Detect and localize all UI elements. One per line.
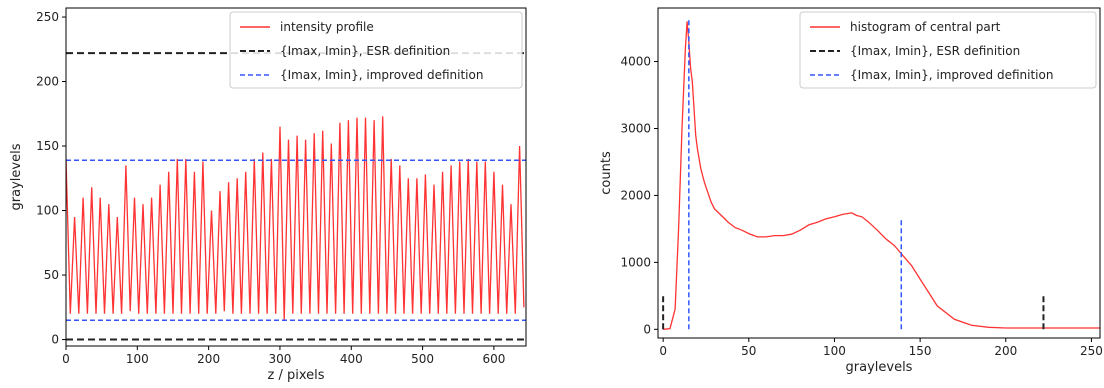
x-tick-label: 300 [269, 352, 292, 366]
y-tick-label: 1000 [620, 255, 651, 269]
left-x-axis-label: z / pixels [267, 368, 324, 383]
x-tick-label: 0 [62, 352, 70, 366]
x-tick-label: 250 [1080, 344, 1103, 358]
x-tick-label: 100 [126, 352, 149, 366]
x-tick-label: 100 [823, 344, 846, 358]
x-tick-label: 600 [482, 352, 505, 366]
y-tick-label: 100 [36, 204, 59, 218]
left-legend-label-improved: {Imax, Imin}, improved definition [280, 68, 483, 82]
left-y-axis-label: graylevels [9, 143, 24, 210]
x-tick-label: 150 [909, 344, 932, 358]
right-axes-frame [657, 7, 1101, 339]
right-plot-area [662, 18, 1100, 330]
y-tick-label: 2000 [620, 188, 651, 202]
x-tick-label: 200 [197, 352, 220, 366]
left-plot-area [66, 52, 526, 341]
y-tick-label: 3000 [620, 121, 651, 135]
left-legend-box [229, 11, 523, 89]
left-ticks: 0 100 200 300 400 500 600 0 50 100 150 200 250 [36, 10, 505, 366]
y-tick-label: 150 [36, 139, 59, 153]
right-ticks: 0 50 100 150 200 250 0 1000 2000 3000 4000 [620, 55, 1102, 358]
left-chart: 0 100 200 300 400 500 600 0 50 100 150 200 250 z / p… [9, 7, 527, 383]
intensity-profile-line [66, 116, 525, 321]
y-tick-label: 50 [44, 268, 59, 282]
y-tick-label: 200 [36, 75, 59, 89]
right-y-axis-label: counts [599, 151, 614, 195]
left-axes-frame [65, 7, 527, 347]
left-legend-label-esr: {Imax, Imin}, ESR definition [280, 44, 450, 58]
left-legend: intensity profile {Imax, Imin}, ESR defi… [229, 11, 523, 89]
right-legend-label-improved: {Imax, Imin}, improved definition [850, 68, 1053, 82]
y-tick-label: 0 [51, 333, 59, 347]
y-tick-label: 250 [36, 10, 59, 24]
right-x-axis-label: graylevels [846, 360, 913, 375]
x-tick-label: 0 [659, 344, 667, 358]
x-tick-label: 200 [994, 344, 1017, 358]
left-legend-label-intensity: intensity profile [280, 20, 374, 34]
y-tick-label: 4000 [620, 55, 651, 69]
x-tick-label: 400 [340, 352, 363, 366]
x-tick-label: 500 [411, 352, 434, 366]
right-legend-label-esr: {Imax, Imin}, ESR definition [850, 44, 1020, 58]
x-tick-label: 50 [741, 344, 756, 358]
right-legend-label-histogram: histogram of central part [850, 20, 1001, 34]
y-tick-label: 0 [643, 322, 651, 336]
right-legend-box [799, 11, 1097, 89]
histogram-line [663, 21, 1100, 330]
right-chart: 0 50 100 150 200 250 0 1000 2000 3000 4000 graylev… [599, 7, 1103, 375]
right-legend: histogram of central part {Imax, Imin}, … [799, 11, 1097, 89]
